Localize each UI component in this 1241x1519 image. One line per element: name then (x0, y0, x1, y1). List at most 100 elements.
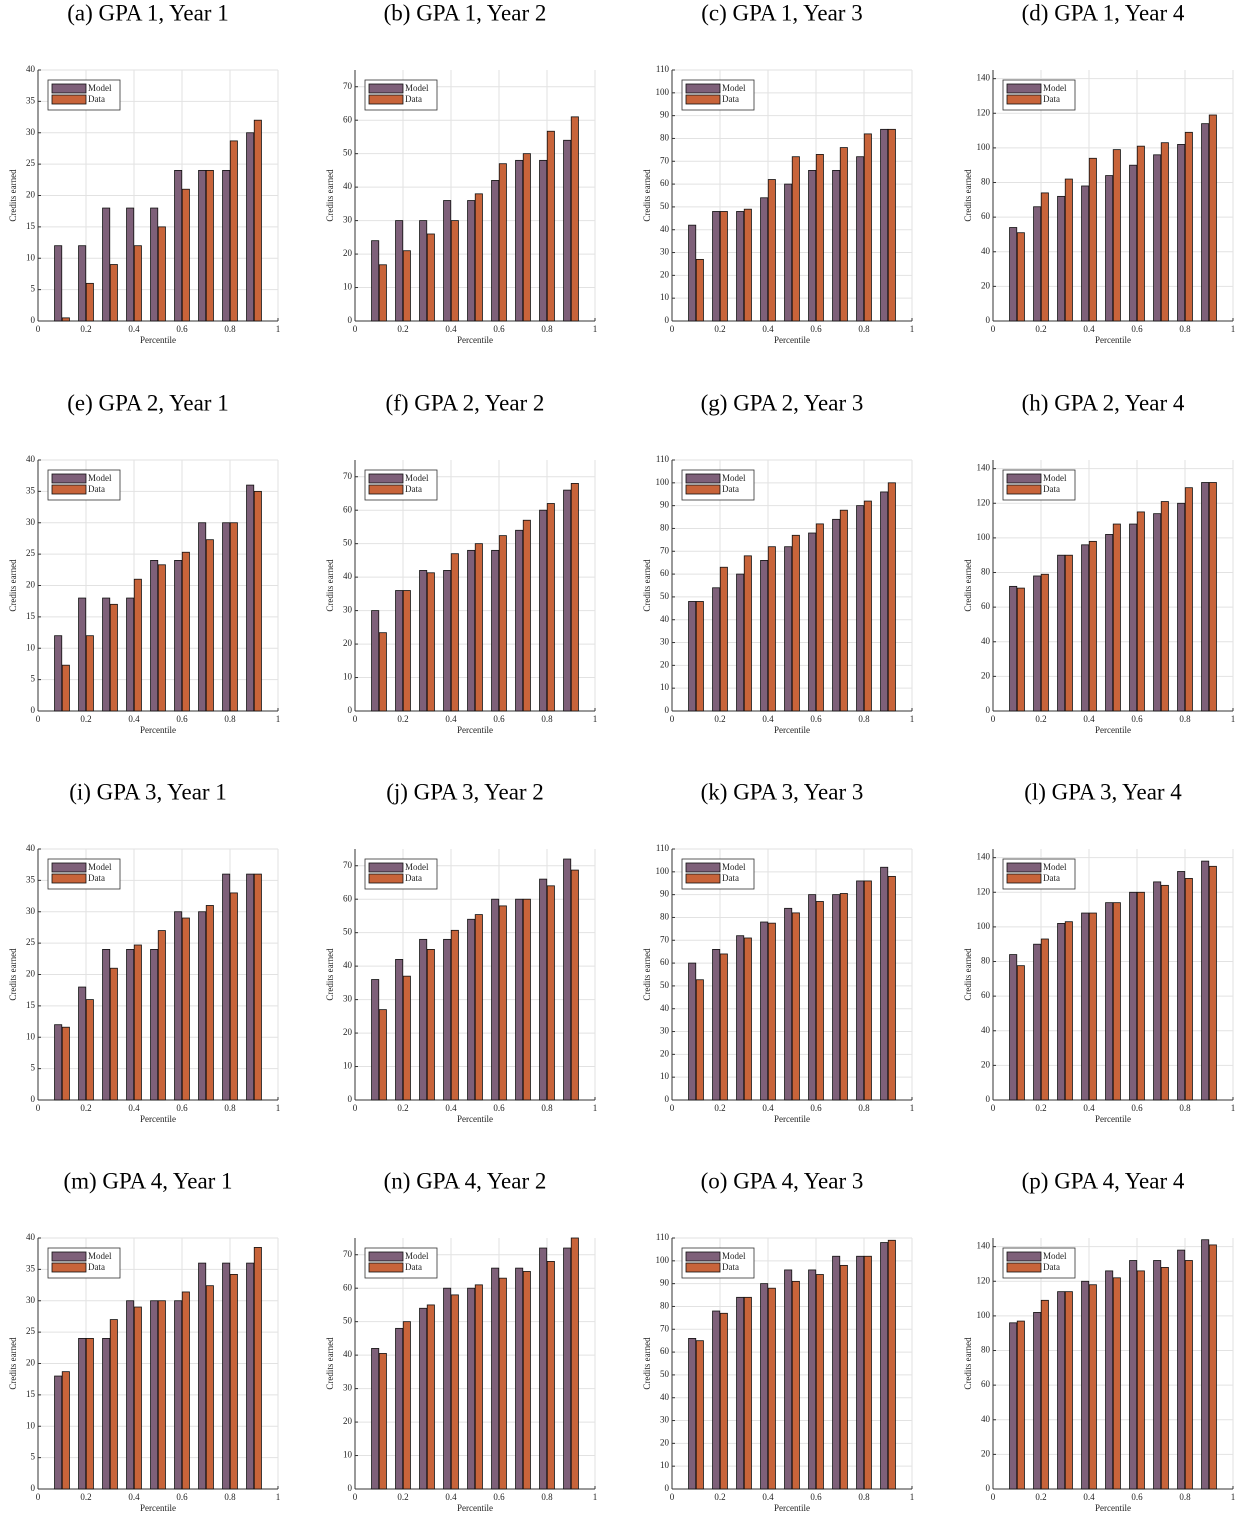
legend-label: Data (1043, 873, 1060, 883)
bar (61, 1026, 70, 1101)
bar (539, 509, 548, 712)
x-tick-label: 0.2 (397, 1103, 408, 1113)
bar (880, 1242, 889, 1490)
bar (246, 1262, 255, 1490)
bar (1184, 1260, 1193, 1490)
x-tick-label: 0.2 (397, 714, 408, 724)
bar (126, 597, 135, 712)
bar (109, 264, 118, 322)
bar (743, 1296, 752, 1490)
panel: (h) GPA 2, Year 4 0 20 40 60 80 100 120 140 0 0.2 0… (963, 390, 1235, 735)
y-axis-label: Credits earned (963, 559, 973, 612)
bar (743, 555, 752, 712)
y-tick-label: 40 (26, 1232, 36, 1242)
bar (887, 1239, 896, 1490)
bar (1160, 142, 1169, 322)
legend-label: Model (1043, 862, 1067, 872)
x-tick-label: 0.6 (1131, 714, 1143, 724)
y-tick-label: 50 (660, 591, 670, 601)
bar (1105, 902, 1114, 1101)
bar (808, 1269, 817, 1490)
x-tick-label: 0.6 (493, 1492, 505, 1502)
y-tick-label: 10 (343, 672, 353, 682)
y-tick-label: 20 (26, 190, 36, 200)
x-tick-label: 0.6 (1131, 1103, 1143, 1113)
bar (443, 200, 452, 322)
y-tick-label: 20 (343, 638, 353, 648)
bar (1057, 923, 1066, 1101)
bar (402, 1321, 411, 1490)
legend-label: Data (405, 484, 422, 494)
x-tick-label: 0.6 (493, 1103, 505, 1113)
bar (832, 518, 841, 712)
bar (832, 894, 841, 1101)
y-tick-label: 30 (26, 517, 36, 527)
x-tick-label: 0 (991, 1103, 996, 1113)
bar (712, 211, 721, 322)
bar (695, 601, 704, 712)
bar (688, 962, 697, 1101)
x-tick-label: 0.8 (858, 1103, 870, 1113)
x-tick-label: 0 (353, 1492, 358, 1502)
bar (1201, 123, 1210, 322)
bar (839, 147, 848, 322)
bar (570, 1237, 579, 1490)
y-tick-label: 120 (977, 497, 991, 507)
x-tick-label: 1 (910, 714, 915, 724)
x-tick-label: 0.8 (1179, 324, 1191, 334)
bar (1057, 1291, 1066, 1490)
y-tick-label: 10 (660, 292, 670, 302)
y-tick-label: 0 (31, 1094, 36, 1104)
y-axis-label: Credits earned (325, 559, 335, 612)
y-tick-label: 30 (660, 1026, 670, 1036)
y-axis-label: Credits earned (325, 948, 335, 1001)
legend-swatch (1006, 484, 1042, 495)
y-tick-label: 70 (343, 860, 353, 870)
bar (863, 880, 872, 1101)
y-tick-label: 100 (656, 477, 670, 487)
bar (395, 959, 404, 1101)
bar (491, 1267, 500, 1490)
y-tick-label: 70 (343, 1249, 353, 1259)
legend-label: Data (405, 873, 422, 883)
x-tick-label: 0.4 (445, 714, 457, 724)
panel-title: (n) GPA 4, Year 2 (384, 1168, 547, 1193)
y-tick-label: 60 (343, 1282, 353, 1292)
legend-swatch (1006, 873, 1042, 884)
y-tick-label: 0 (986, 1094, 991, 1104)
legend-swatch (685, 873, 721, 884)
panel: (l) GPA 3, Year 4 0 20 40 60 80 100 120 140 0 0.2 0… (963, 779, 1235, 1124)
x-tick-label: 0.6 (176, 714, 188, 724)
y-tick-label: 140 (977, 1241, 991, 1251)
y-tick-label: 20 (981, 1448, 991, 1458)
bar (760, 560, 769, 712)
bar (222, 873, 231, 1101)
panel: (b) GPA 1, Year 2 0 10 20 30 40 50 60 70 0 0.2 0.4 0… (325, 0, 597, 345)
bar (1033, 943, 1042, 1101)
y-axis-label: Credits earned (963, 169, 973, 222)
x-tick-label: 1 (910, 1103, 915, 1113)
bar (522, 519, 531, 712)
bar (61, 664, 70, 712)
bar (522, 153, 531, 322)
x-tick-label: 1 (276, 1103, 281, 1113)
bar (150, 560, 159, 712)
bar (1208, 114, 1217, 322)
legend-swatch (51, 1262, 87, 1273)
bar (157, 930, 166, 1101)
bar (402, 975, 411, 1101)
x-tick-label: 1 (276, 714, 281, 724)
y-tick-label: 60 (343, 114, 353, 124)
legend-swatch (1006, 83, 1042, 94)
y-tick-label: 35 (26, 874, 36, 884)
bar (1009, 954, 1018, 1101)
x-tick-label: 0 (36, 1492, 41, 1502)
bar (880, 866, 889, 1101)
bar (856, 1255, 865, 1490)
x-axis-label: Percentile (774, 335, 810, 345)
legend-swatch (685, 1262, 721, 1273)
bar (1009, 227, 1018, 322)
y-tick-label: 60 (660, 957, 670, 967)
panel: (n) GPA 4, Year 2 0 10 20 30 40 50 60 70 0 0.2 0.4 0… (325, 1168, 597, 1513)
bar (174, 911, 183, 1101)
